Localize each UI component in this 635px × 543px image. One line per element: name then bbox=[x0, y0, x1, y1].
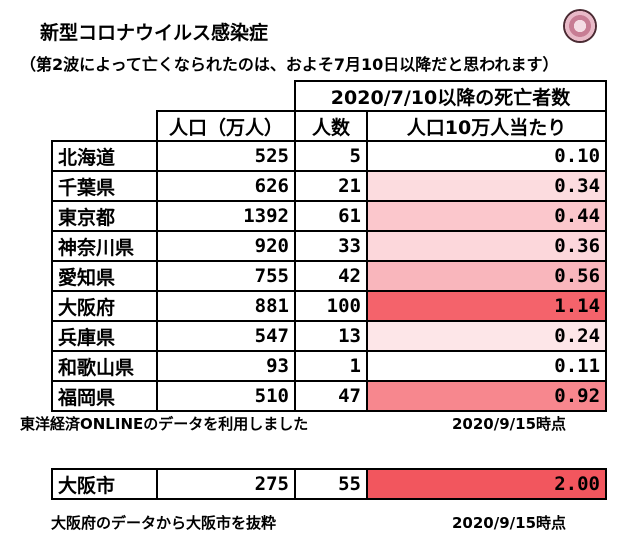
source-note: 東洋経済ONLINEのデータを利用しました bbox=[20, 415, 309, 433]
flower-avatar-icon bbox=[563, 9, 597, 43]
osaka-city-table: 大阪市 275 55 2.00 bbox=[51, 468, 607, 500]
rate-cell: 0.34 bbox=[365, 170, 608, 202]
col-population-header: 人口（万人） bbox=[156, 110, 296, 142]
population-cell: 626 bbox=[156, 170, 296, 202]
deaths-cell: 5 bbox=[294, 140, 368, 172]
city-deaths-cell: 55 bbox=[294, 468, 368, 500]
population-cell: 525 bbox=[156, 140, 296, 172]
population-cell: 920 bbox=[156, 230, 296, 262]
table-row: 福岡県 510 47 0.92 bbox=[51, 380, 608, 412]
table-row: 愛知県 755 42 0.56 bbox=[51, 260, 608, 292]
rate-cell: 0.11 bbox=[365, 350, 608, 382]
city-note: 大阪府のデータから大阪市を抜粋 bbox=[51, 514, 277, 532]
deaths-cell: 47 bbox=[294, 380, 368, 412]
deaths-cell: 33 bbox=[294, 230, 368, 262]
rate-cell: 0.24 bbox=[365, 320, 608, 352]
rate-cell: 1.14 bbox=[365, 290, 608, 322]
population-cell: 755 bbox=[156, 260, 296, 292]
prefecture-cell: 和歌山県 bbox=[51, 350, 158, 382]
deaths-cell: 13 bbox=[294, 320, 368, 352]
col-per100k-header: 人口10万人当たり bbox=[365, 110, 608, 142]
deaths-table: 2020/7/10以降の死亡者数 人口（万人） 人数 人口10万人当たり 北海道… bbox=[51, 80, 608, 412]
prefecture-cell: 神奈川県 bbox=[51, 230, 158, 262]
deaths-cell: 61 bbox=[294, 200, 368, 232]
prefecture-cell: 北海道 bbox=[51, 140, 158, 172]
table-row: 大阪市 275 55 2.00 bbox=[51, 468, 607, 500]
rate-cell: 0.36 bbox=[365, 230, 608, 262]
col-deaths-header: 人数 bbox=[294, 110, 368, 142]
group-header: 2020/7/10以降の死亡者数 bbox=[293, 80, 608, 112]
prefecture-cell: 千葉県 bbox=[51, 170, 158, 202]
page-subtitle: （第2波によって亡くなられたのは、およそ7月10日以降だと思われます） bbox=[20, 55, 559, 74]
deaths-cell: 42 bbox=[294, 260, 368, 292]
population-cell: 93 bbox=[156, 350, 296, 382]
prefecture-cell: 福岡県 bbox=[51, 380, 158, 412]
deaths-cell: 100 bbox=[294, 290, 368, 322]
table-row: 千葉県 626 21 0.34 bbox=[51, 170, 608, 202]
city-rate-cell: 2.00 bbox=[366, 468, 607, 500]
city-population-cell: 275 bbox=[156, 468, 296, 500]
source-date: 2020/9/15時点 bbox=[452, 415, 567, 433]
city-date: 2020/9/15時点 bbox=[452, 514, 567, 532]
rate-cell: 0.44 bbox=[365, 200, 608, 232]
table-header-row: 人口（万人） 人数 人口10万人当たり bbox=[52, 110, 608, 142]
table-row: 神奈川県 920 33 0.36 bbox=[51, 230, 608, 262]
city-name-cell: 大阪市 bbox=[51, 468, 158, 500]
population-cell: 547 bbox=[156, 320, 296, 352]
table-group-header-row: 2020/7/10以降の死亡者数 bbox=[52, 80, 608, 112]
population-cell: 1392 bbox=[156, 200, 296, 232]
table-row: 和歌山県 93 1 0.11 bbox=[51, 350, 608, 382]
table-row: 大阪府 881 100 1.14 bbox=[51, 290, 608, 322]
table-row: 北海道 525 5 0.10 bbox=[51, 140, 608, 172]
page-title: 新型コロナウイルス感染症 bbox=[40, 22, 269, 44]
deaths-cell: 1 bbox=[294, 350, 368, 382]
prefecture-cell: 大阪府 bbox=[51, 290, 158, 322]
prefecture-cell: 東京都 bbox=[51, 200, 158, 232]
prefecture-cell: 兵庫県 bbox=[51, 320, 158, 352]
rate-cell: 0.56 bbox=[365, 260, 608, 292]
rate-cell: 0.10 bbox=[365, 140, 608, 172]
table-row: 東京都 1392 61 0.44 bbox=[51, 200, 608, 232]
prefecture-cell: 愛知県 bbox=[51, 260, 158, 292]
population-cell: 510 bbox=[156, 380, 296, 412]
rate-cell: 0.92 bbox=[365, 380, 608, 412]
population-cell: 881 bbox=[156, 290, 296, 322]
table-row: 兵庫県 547 13 0.24 bbox=[51, 320, 608, 352]
deaths-cell: 21 bbox=[294, 170, 368, 202]
